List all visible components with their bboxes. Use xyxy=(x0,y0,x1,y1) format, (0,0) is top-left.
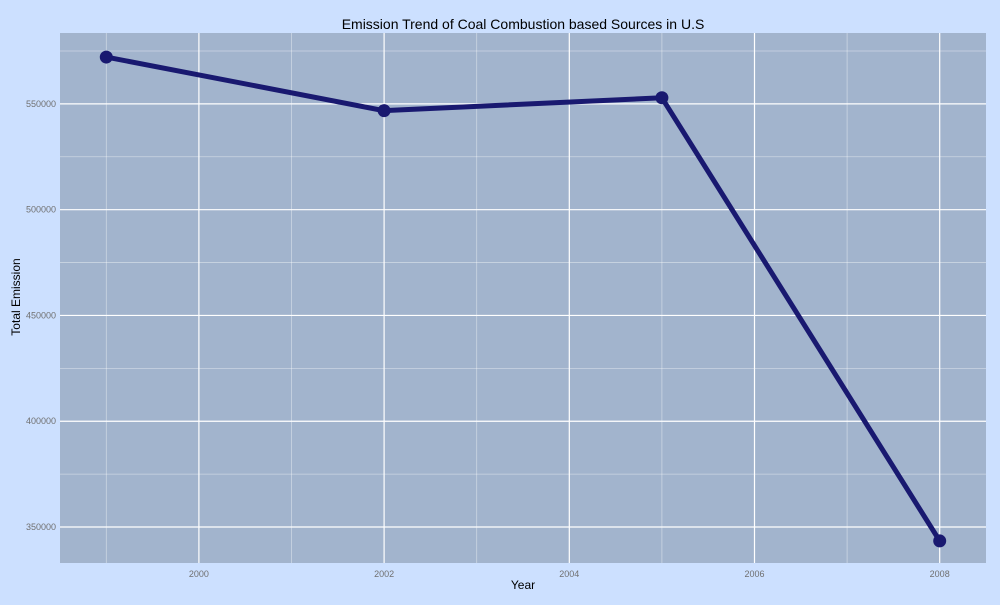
chart-title: Emission Trend of Coal Combustion based … xyxy=(342,16,705,32)
x-tick-label: 2002 xyxy=(374,569,394,579)
y-tick-label: 550000 xyxy=(26,99,56,109)
y-tick-label: 400000 xyxy=(26,416,56,426)
data-point xyxy=(933,534,947,548)
series-layer xyxy=(99,50,947,548)
data-point xyxy=(99,50,113,64)
x-tick-label: 2004 xyxy=(559,569,579,579)
tick-labels: 2000 2002 2004 2006 2008 350000 400000 450000 50… xyxy=(26,99,950,579)
x-tick-label: 2008 xyxy=(930,569,950,579)
y-tick-label: 450000 xyxy=(26,310,56,320)
y-tick-label: 500000 xyxy=(26,205,56,215)
data-point xyxy=(655,91,669,105)
data-point xyxy=(377,104,391,118)
x-axis-label: Year xyxy=(511,578,535,592)
x-tick-label: 2000 xyxy=(189,569,209,579)
major-gridlines xyxy=(60,33,986,563)
x-tick-label: 2006 xyxy=(744,569,764,579)
plot-panel xyxy=(60,33,986,563)
y-axis-label: Total Emission xyxy=(9,258,23,335)
y-tick-label: 350000 xyxy=(26,522,56,532)
series-line xyxy=(103,54,943,544)
